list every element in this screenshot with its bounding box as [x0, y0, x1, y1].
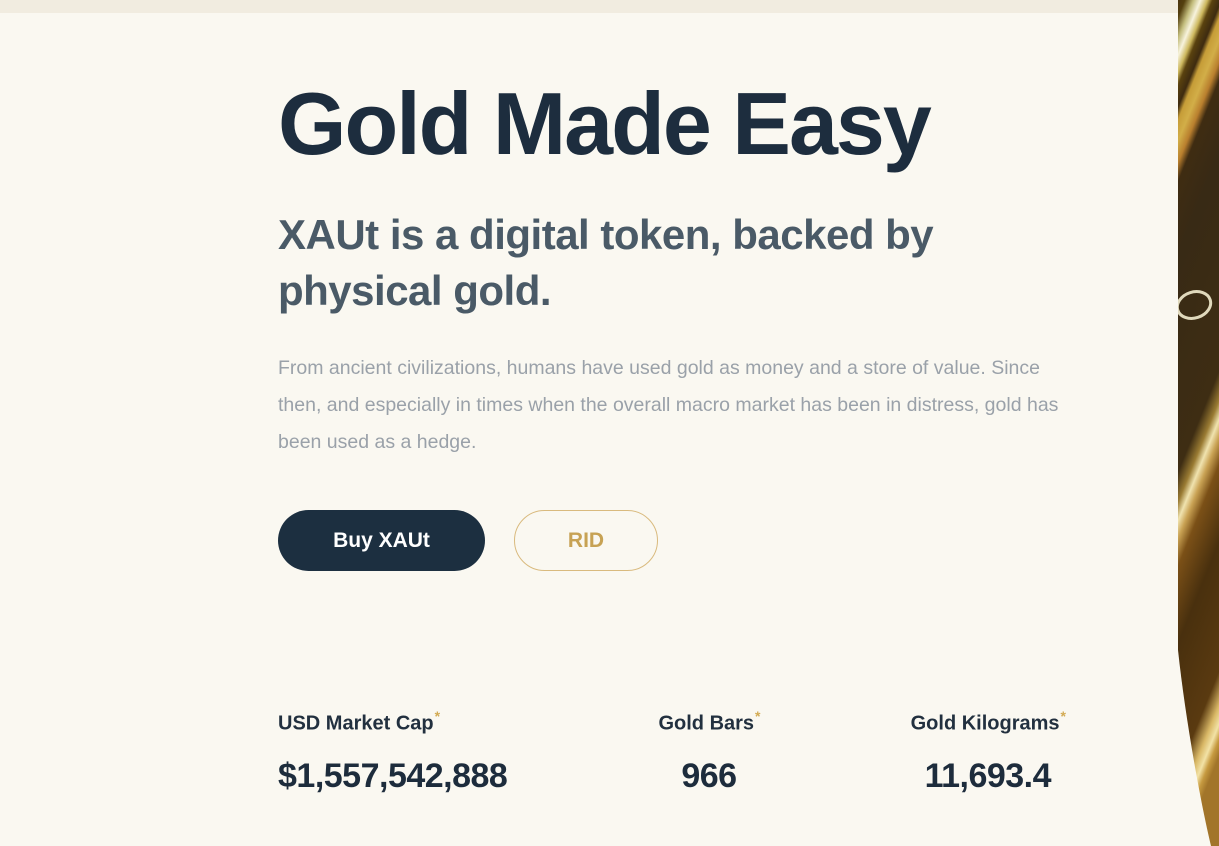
footnote-asterisk: * — [434, 708, 441, 724]
stat-gold-kilograms: Gold Kilograms* 11,693.4 — [910, 705, 1066, 795]
stat-label-text: Gold Bars — [658, 712, 755, 735]
stat-value: 11,693.4 — [924, 756, 1052, 795]
gold-photo-shape — [1178, 0, 1219, 846]
rid-button[interactable]: RID — [514, 510, 658, 571]
stat-label: USD Market Cap* — [278, 705, 507, 736]
footnote-asterisk: * — [755, 708, 761, 724]
cta-button-row: Buy XAUt RID — [278, 510, 658, 571]
footnote-asterisk: * — [1060, 708, 1066, 724]
stat-label: Gold Kilograms* — [910, 705, 1066, 736]
stat-value: 966 — [681, 756, 737, 795]
hero-description: From ancient civilizations, humans have … — [278, 357, 1059, 453]
stat-usd-market-cap: USD Market Cap* $1,557,542,888 — [278, 705, 508, 795]
stat-value: $1,557,542,888 — [278, 756, 508, 795]
stat-label-text: USD Market Cap — [278, 712, 434, 735]
page-subtitle: XAUt is a digital token, backed by physi… — [278, 211, 934, 314]
buy-xaut-button[interactable]: Buy XAUt — [278, 510, 485, 571]
page-title: Gold Made Easy — [278, 74, 932, 173]
top-accent-bar — [0, 0, 1219, 13]
stat-gold-bars: Gold Bars* 966 — [658, 705, 761, 795]
stats-row: USD Market Cap* $1,557,542,888 Gold Bars… — [278, 705, 1066, 795]
gold-ring-glint — [1178, 290, 1213, 320]
gold-bullion-image — [1178, 0, 1219, 846]
stat-label-text: Gold Kilograms — [910, 712, 1060, 735]
stat-label: Gold Bars* — [658, 705, 761, 736]
